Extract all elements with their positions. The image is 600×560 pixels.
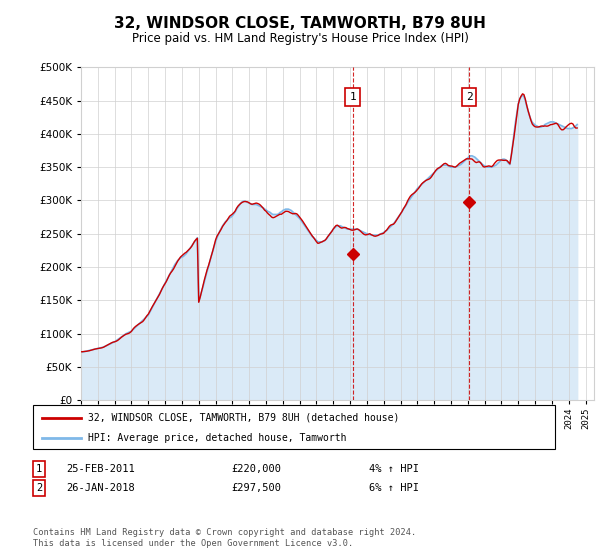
Text: 25-FEB-2011: 25-FEB-2011 (66, 464, 135, 474)
Text: 4% ↑ HPI: 4% ↑ HPI (369, 464, 419, 474)
Text: HPI: Average price, detached house, Tamworth: HPI: Average price, detached house, Tamw… (88, 433, 347, 443)
Text: 32, WINDSOR CLOSE, TAMWORTH, B79 8UH (detached house): 32, WINDSOR CLOSE, TAMWORTH, B79 8UH (de… (88, 413, 400, 423)
Text: 2: 2 (36, 483, 42, 493)
Text: 26-JAN-2018: 26-JAN-2018 (66, 483, 135, 493)
Text: Price paid vs. HM Land Registry's House Price Index (HPI): Price paid vs. HM Land Registry's House … (131, 32, 469, 45)
Text: 1: 1 (349, 92, 356, 102)
Text: 2: 2 (466, 92, 472, 102)
Text: £220,000: £220,000 (231, 464, 281, 474)
Text: 6% ↑ HPI: 6% ↑ HPI (369, 483, 419, 493)
Text: 32, WINDSOR CLOSE, TAMWORTH, B79 8UH: 32, WINDSOR CLOSE, TAMWORTH, B79 8UH (114, 16, 486, 31)
Text: 1: 1 (36, 464, 42, 474)
Text: Contains HM Land Registry data © Crown copyright and database right 2024.
This d: Contains HM Land Registry data © Crown c… (33, 528, 416, 548)
Text: £297,500: £297,500 (231, 483, 281, 493)
